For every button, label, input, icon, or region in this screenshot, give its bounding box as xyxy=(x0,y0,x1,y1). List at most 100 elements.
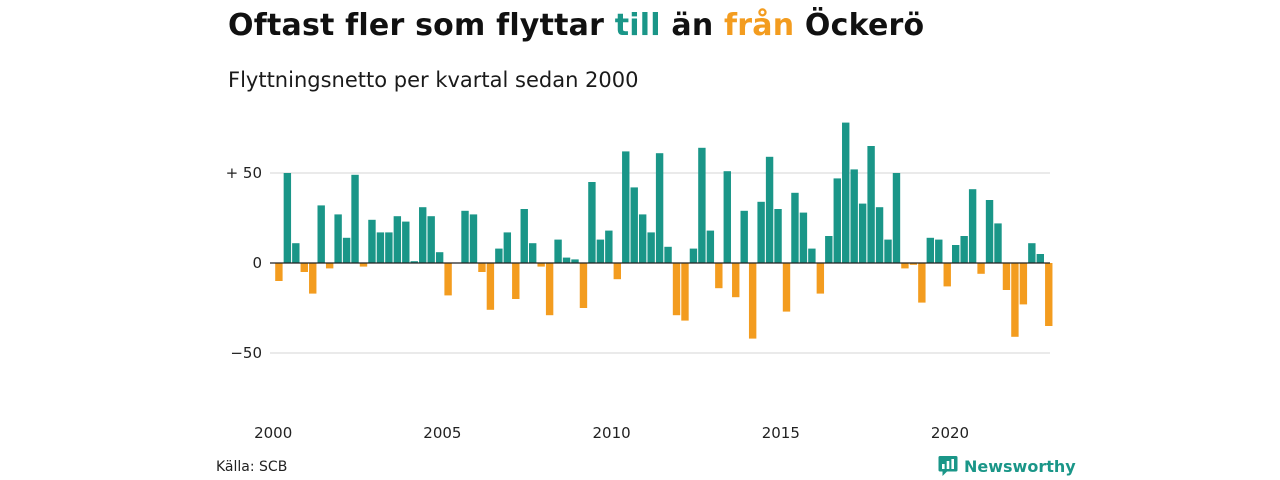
bar-2020-q4 xyxy=(977,263,985,274)
bar-2011-q3 xyxy=(664,246,672,263)
bar-2011-q1 xyxy=(647,232,655,263)
bar-2007-q3 xyxy=(529,243,537,263)
source-note: Källa: SCB xyxy=(216,459,288,475)
bar-2016-q3 xyxy=(833,178,841,263)
bar-2005-q4 xyxy=(469,214,478,263)
bar-2012-q4 xyxy=(706,230,715,263)
bar-2019-q4 xyxy=(943,263,951,287)
newsworthy-brand: Newsworthy xyxy=(938,455,1076,477)
bar-2005-q1 xyxy=(444,263,452,296)
bar-2016-q1 xyxy=(816,263,825,294)
bar-2017-q2 xyxy=(858,203,867,263)
brand-name: Newsworthy xyxy=(964,456,1076,476)
bar-2001-q1 xyxy=(309,263,317,294)
bar-2008-q3 xyxy=(562,257,571,263)
bar-2017-q4 xyxy=(875,207,884,263)
bar-2022-q4 xyxy=(1045,263,1053,326)
bar-2019-q1 xyxy=(918,263,926,303)
bar-2006-q2 xyxy=(486,263,495,310)
bar-2006-q4 xyxy=(503,232,512,263)
x-tick-label-2020: 2020 xyxy=(931,424,969,442)
bar-2000-q4 xyxy=(300,263,308,272)
bar-2003-q1 xyxy=(376,232,385,263)
bar-2010-q1 xyxy=(613,263,621,280)
bar-2004-q1 xyxy=(410,261,418,263)
bar-2002-q3 xyxy=(359,263,368,267)
x-tick-label-2005: 2005 xyxy=(423,424,461,442)
bar-2002-q4 xyxy=(368,219,376,263)
bar-2021-q2 xyxy=(994,223,1002,263)
bar-2007-q2 xyxy=(520,209,528,263)
bar-2013-q1 xyxy=(715,263,723,289)
bar-2014-q4 xyxy=(774,209,782,263)
bar-2015-q3 xyxy=(799,212,808,263)
bar-2019-q3 xyxy=(935,239,943,263)
title-word-till: till xyxy=(614,8,661,43)
title-part-2: än xyxy=(660,8,725,43)
bar-2020-q1 xyxy=(952,245,960,263)
bar-2015-q4 xyxy=(808,248,816,263)
bar-2011-q4 xyxy=(672,263,681,316)
bar-2014-q3 xyxy=(765,156,774,263)
bar-2008-q4 xyxy=(571,259,579,263)
bar-2009-q2 xyxy=(588,182,596,263)
bar-2001-q2 xyxy=(317,205,325,263)
title-part-3: Öckerö xyxy=(794,8,925,43)
bar-2013-q3 xyxy=(732,263,740,298)
bar-2015-q2 xyxy=(791,192,799,263)
bar-2008-q2 xyxy=(554,239,562,263)
bar-2020-q3 xyxy=(968,189,977,263)
y-tick-label: −50 xyxy=(230,344,262,362)
title-part-1: Oftast fler som flyttar xyxy=(228,8,615,43)
x-tick-label-2010: 2010 xyxy=(593,424,631,442)
bar-2012-q2 xyxy=(689,248,698,263)
bar-2013-q4 xyxy=(740,210,748,263)
bar-2012-q3 xyxy=(698,147,706,263)
bar-2018-q3 xyxy=(901,263,909,269)
bar-2022-q2 xyxy=(1028,243,1036,263)
bar-2000-q3 xyxy=(292,243,300,263)
bar-2011-q2 xyxy=(655,153,664,263)
bars xyxy=(275,122,1053,339)
bar-2004-q3 xyxy=(427,216,435,263)
bar-2020-q2 xyxy=(960,236,968,263)
bar-2021-q1 xyxy=(985,200,994,263)
bar-2022-q3 xyxy=(1036,254,1044,263)
chart-subtitle: Flyttningsnetto per kvartal sedan 2000 xyxy=(228,68,639,92)
bar-2018-q2 xyxy=(892,173,901,263)
bar-2001-q4 xyxy=(334,214,342,263)
bar-2009-q3 xyxy=(596,239,605,263)
bar-2002-q2 xyxy=(351,174,359,263)
bar-2016-q2 xyxy=(825,236,833,263)
newsworthy-logo-icon xyxy=(938,456,958,476)
bar-2022-q1 xyxy=(1019,263,1028,305)
bar-2012-q1 xyxy=(681,263,689,321)
bar-2015-q1 xyxy=(782,263,791,312)
bar-2000-q2 xyxy=(283,173,292,263)
bar-2004-q4 xyxy=(435,252,444,263)
bar-2000-q1 xyxy=(275,263,283,281)
y-tick-label: 0 xyxy=(252,254,262,272)
bar-2003-q4 xyxy=(402,221,410,263)
bar-2009-q1 xyxy=(579,263,588,308)
bar-2005-q3 xyxy=(461,210,469,263)
bar-2010-q3 xyxy=(630,187,638,263)
bar-2004-q2 xyxy=(419,207,427,263)
bar-2021-q3 xyxy=(1002,263,1011,290)
title-word-fran: från xyxy=(724,8,795,43)
bar-2021-q4 xyxy=(1011,263,1019,337)
bar-2016-q4 xyxy=(842,122,850,263)
bar-2008-q1 xyxy=(545,263,554,316)
bar-2019-q2 xyxy=(926,237,935,263)
y-tick-label: + 50 xyxy=(226,164,262,182)
bar-2003-q2 xyxy=(385,232,393,263)
bar-2002-q1 xyxy=(342,237,351,263)
bar-2007-q4 xyxy=(537,263,545,267)
bar-2014-q1 xyxy=(748,263,757,339)
bar-2007-q1 xyxy=(512,263,520,299)
bar-2014-q2 xyxy=(757,201,765,263)
bar-2001-q3 xyxy=(325,263,334,269)
bar-2010-q2 xyxy=(622,151,630,263)
bar-2013-q2 xyxy=(723,171,731,263)
